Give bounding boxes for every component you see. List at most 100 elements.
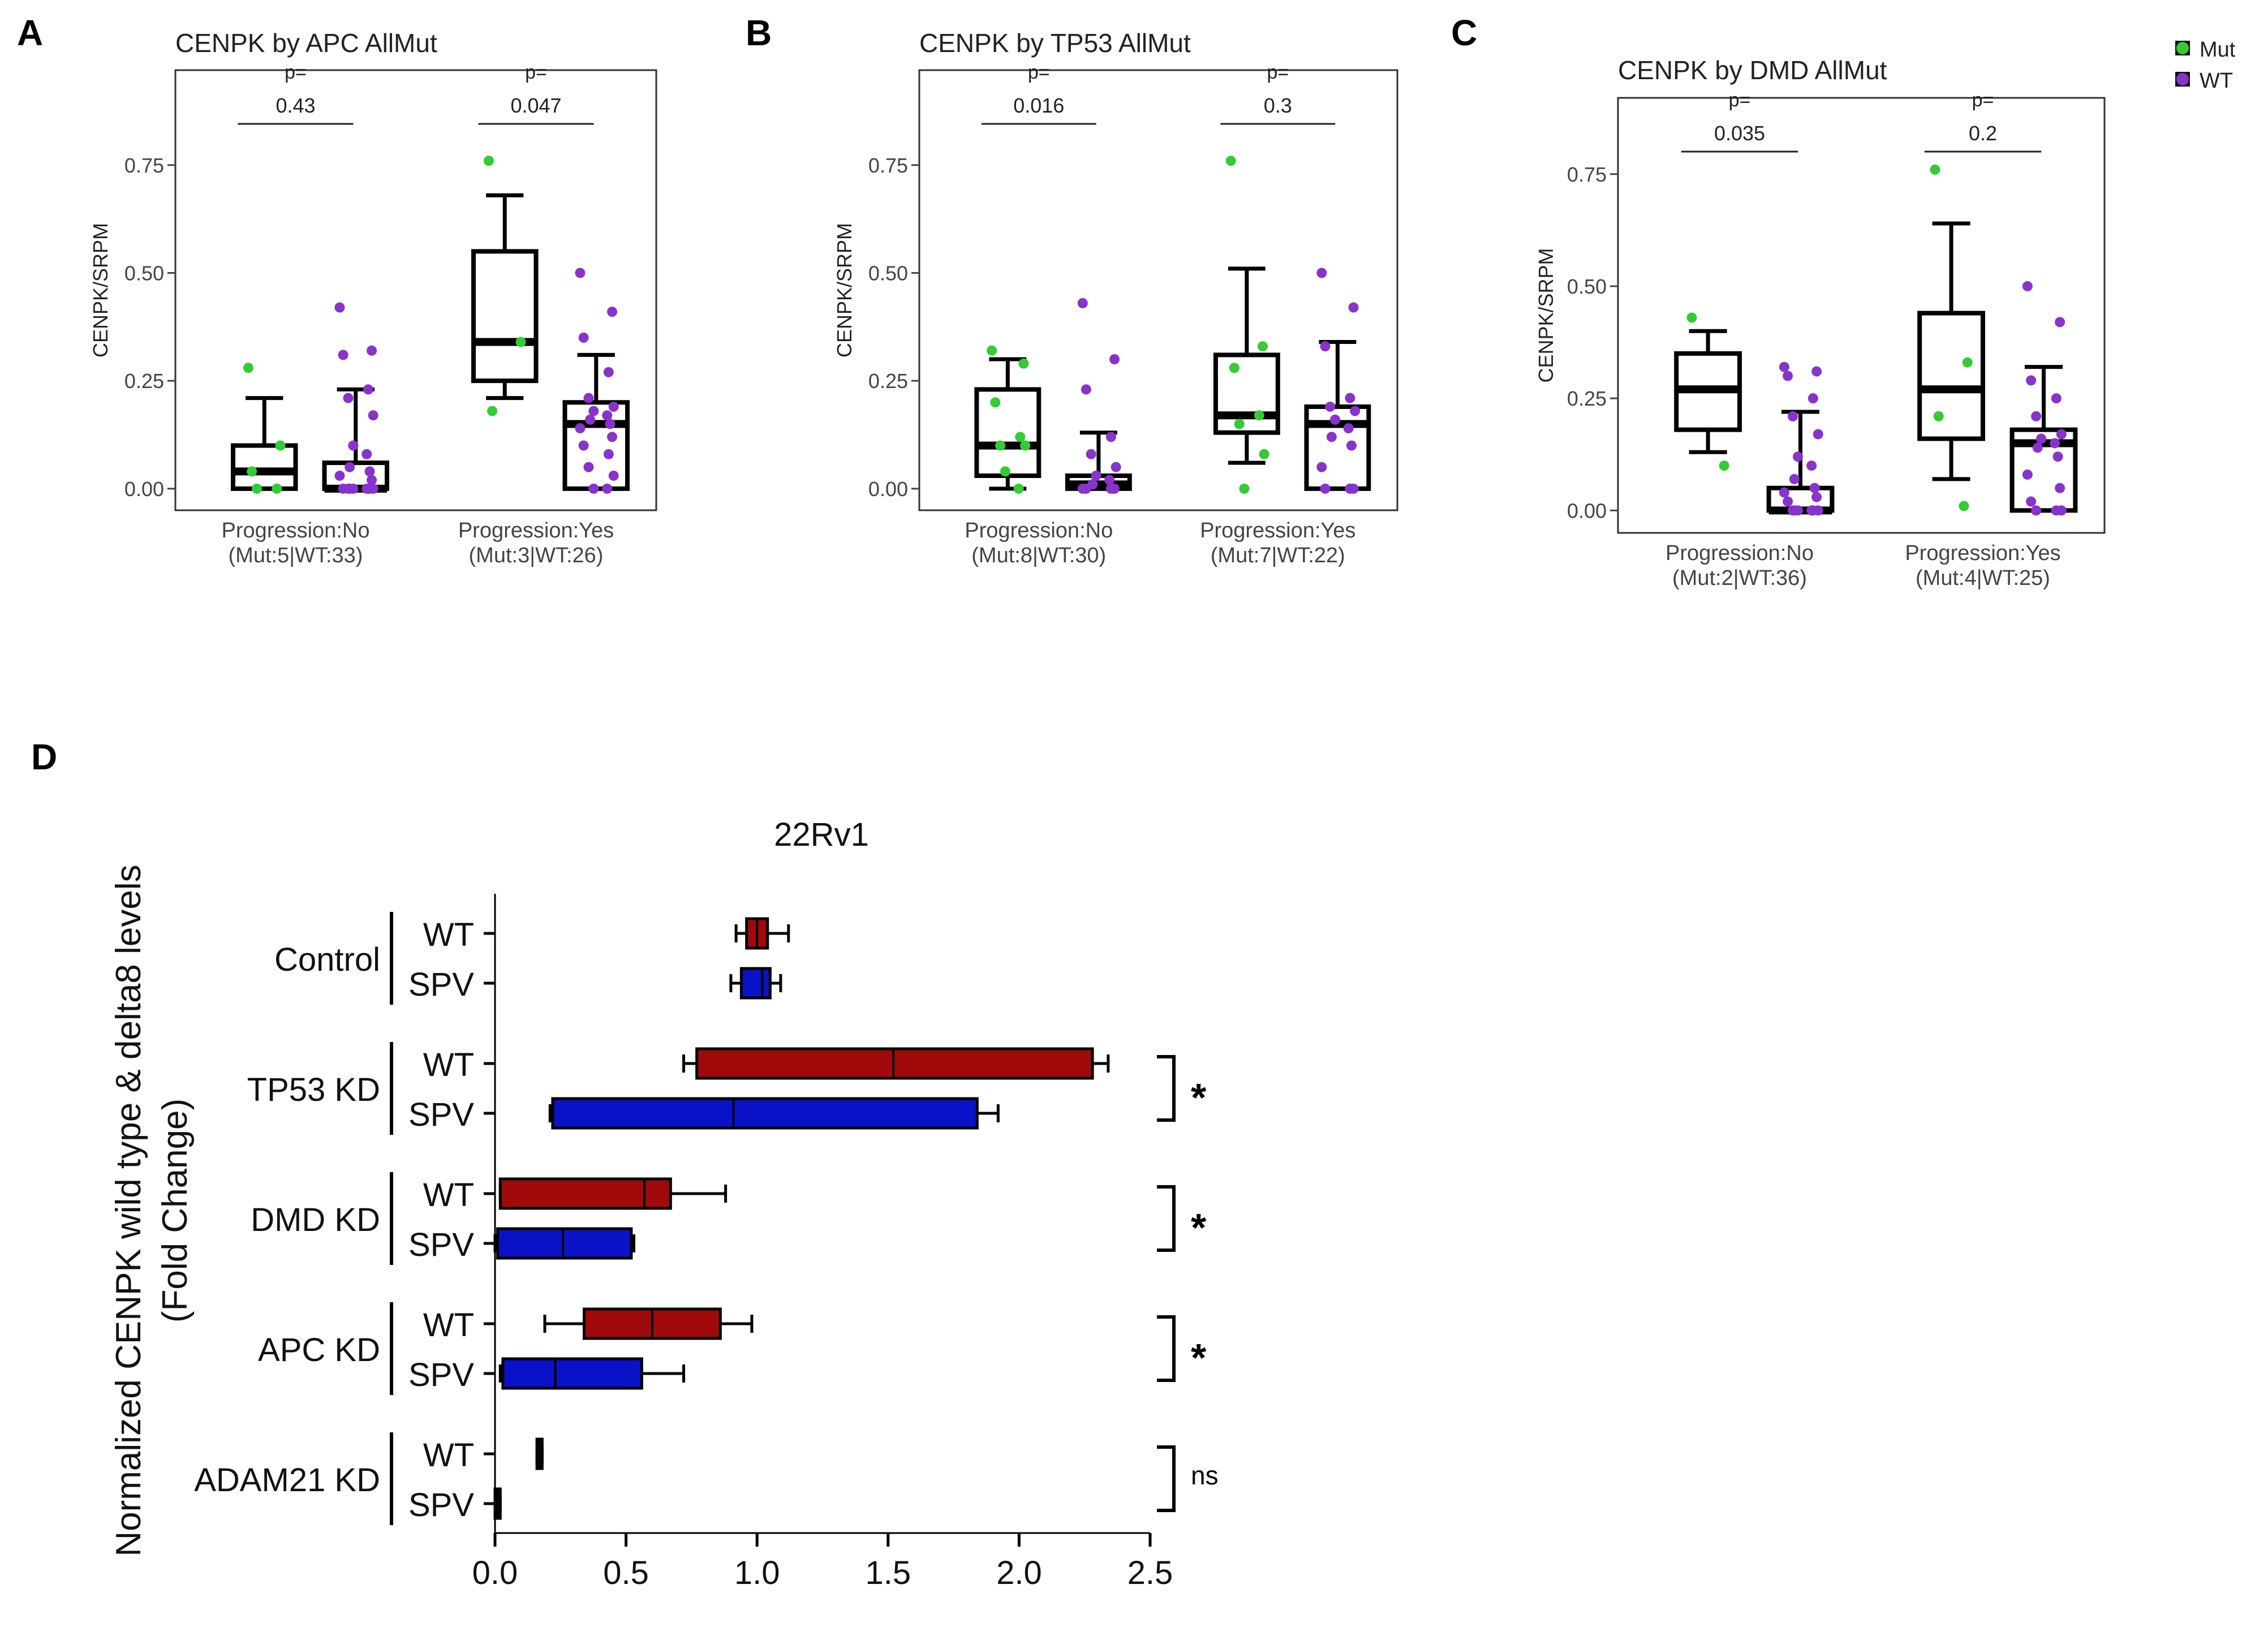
row-label: SPV <box>408 966 474 1003</box>
row-label: SPV <box>408 1357 474 1393</box>
plot-frame <box>1617 97 2106 534</box>
mut-data-point <box>1962 357 1973 368</box>
p-label: p= <box>525 62 547 83</box>
wt-data-point <box>1091 470 1101 481</box>
mut-data-point <box>272 483 282 494</box>
y-axis-label: CENPK/SRPM <box>1534 248 1557 382</box>
wt-data-point <box>1779 487 1789 498</box>
wt-data-point <box>1325 401 1336 412</box>
mut-data-point <box>1930 164 1940 175</box>
legend-label-mut: Mut <box>2200 38 2236 62</box>
significance-label: * <box>1191 1206 1207 1250</box>
mut-data-point <box>990 397 1001 408</box>
mut-data-point <box>1229 363 1240 373</box>
y-tick-label: 0.50 <box>868 261 908 285</box>
x-tick-label: Progression:No <box>965 519 1113 543</box>
x-tick-label: Progression:Yes <box>458 519 614 543</box>
wt-data-point <box>1077 298 1088 308</box>
wt-data-point <box>1316 462 1327 472</box>
wt-data-point <box>1105 432 1116 442</box>
wt-data-point <box>345 483 355 494</box>
wt-data-point <box>1345 483 1355 494</box>
legend-label-wt: WT <box>2200 69 2233 93</box>
wt-data-point <box>1111 462 1121 472</box>
wt-data-point <box>607 307 618 317</box>
mut-data-point <box>1013 483 1024 494</box>
legend: Mut WT <box>2175 38 2236 93</box>
wt-data-point <box>578 440 589 451</box>
y-axis-label: CENPK/SRPM <box>833 223 856 358</box>
wt-data-point <box>2031 505 2042 516</box>
significance-label: * <box>1191 1075 1207 1120</box>
significance-label: * <box>1191 1336 1207 1380</box>
legend-key-wt-dot <box>2176 73 2189 85</box>
x-tick-sublabel: (Mut:4|WT:25) <box>1916 566 2050 590</box>
mut-data-point <box>1254 410 1264 421</box>
mut-data-point <box>1239 483 1250 494</box>
mut-data-point <box>1933 411 1944 421</box>
mut-data-point <box>1000 466 1010 477</box>
y-tick-label: 0.75 <box>868 154 908 177</box>
x-tick-sublabel: (Mut:3|WT:26) <box>469 544 604 567</box>
p-label: p= <box>285 62 307 83</box>
mut-box <box>1917 311 1985 441</box>
y-tick-label: 0.00 <box>124 477 164 501</box>
wt-data-point <box>345 462 355 472</box>
chart-title: 22Rv1 <box>774 816 869 853</box>
group-label: Control <box>274 941 380 978</box>
p-label: p= <box>1028 62 1050 83</box>
mut-data-point <box>1686 312 1697 323</box>
wt-data-point <box>1105 483 1116 494</box>
group-label: APC KD <box>258 1332 380 1368</box>
wt-data-point <box>588 406 599 416</box>
group-label: TP53 KD <box>247 1071 380 1108</box>
wt-data-point <box>603 367 614 377</box>
x-tick-sublabel: (Mut:8|WT:30) <box>971 544 1106 567</box>
panel-a: A CENPK by APC AllMut CENPK/SRPM 0.00 0.25 0.… <box>17 12 657 567</box>
p-label: p= <box>1972 89 1994 111</box>
wt-data-point <box>1789 505 1800 516</box>
wt-data-point <box>367 345 377 356</box>
wt-data-point <box>575 268 586 278</box>
mut-data-point <box>1225 156 1236 166</box>
x-tick-sublabel: (Mut:7|WT:22) <box>1211 544 1345 567</box>
mut-data-point <box>487 406 498 416</box>
chart-title: CENPK by DMD AllMut <box>1618 55 1887 85</box>
x-tick-label: 1.0 <box>734 1555 780 1591</box>
row-label: SPV <box>408 1487 474 1523</box>
wt-data-point <box>588 483 599 494</box>
wt-data-point <box>2032 442 2043 453</box>
wt-data-point <box>1081 483 1091 494</box>
mut-data-point <box>1015 432 1026 442</box>
chart-title: CENPK by APC AllMut <box>175 28 437 58</box>
wt-data-point <box>607 432 618 442</box>
wt-box <box>695 1047 1094 1080</box>
p-value: 0.047 <box>510 94 561 117</box>
wt-data-point <box>2056 429 2067 440</box>
y-tick-label: 0.25 <box>124 369 164 393</box>
panel-c: C CENPK by DMD AllMut CENPK/SRPM 0.00 0.25 0.… <box>1451 12 2106 590</box>
wt-data-point <box>1788 411 1798 421</box>
mut-box <box>231 443 298 491</box>
p-label: p= <box>1729 89 1751 111</box>
x-tick-sublabel: (Mut:2|WT:36) <box>1672 566 1807 590</box>
wt-data-point <box>1807 393 1818 404</box>
x-tick-sublabel: (Mut:5|WT:33) <box>229 544 363 567</box>
wt-box <box>498 1177 672 1210</box>
mut-data-point <box>1719 460 1729 471</box>
wt-data-point <box>2056 505 2067 516</box>
chart-title: CENPK by TP53 AllMut <box>919 28 1191 58</box>
wt-data-point <box>348 440 359 451</box>
panel-label: B <box>746 12 772 53</box>
y-tick-label: 0.50 <box>124 261 164 285</box>
wt-data-point <box>585 414 596 425</box>
wt-data-point <box>1104 475 1115 485</box>
mut-data-point <box>1020 440 1031 451</box>
wt-data-point <box>602 483 613 494</box>
spv-box <box>551 1097 979 1130</box>
wt-box <box>2009 427 2078 513</box>
y-axis-label: CENPK/SRPM <box>89 223 112 358</box>
row-label: WT <box>423 1047 474 1083</box>
mut-data-point <box>1234 419 1245 429</box>
wt-data-point <box>2036 433 2047 444</box>
